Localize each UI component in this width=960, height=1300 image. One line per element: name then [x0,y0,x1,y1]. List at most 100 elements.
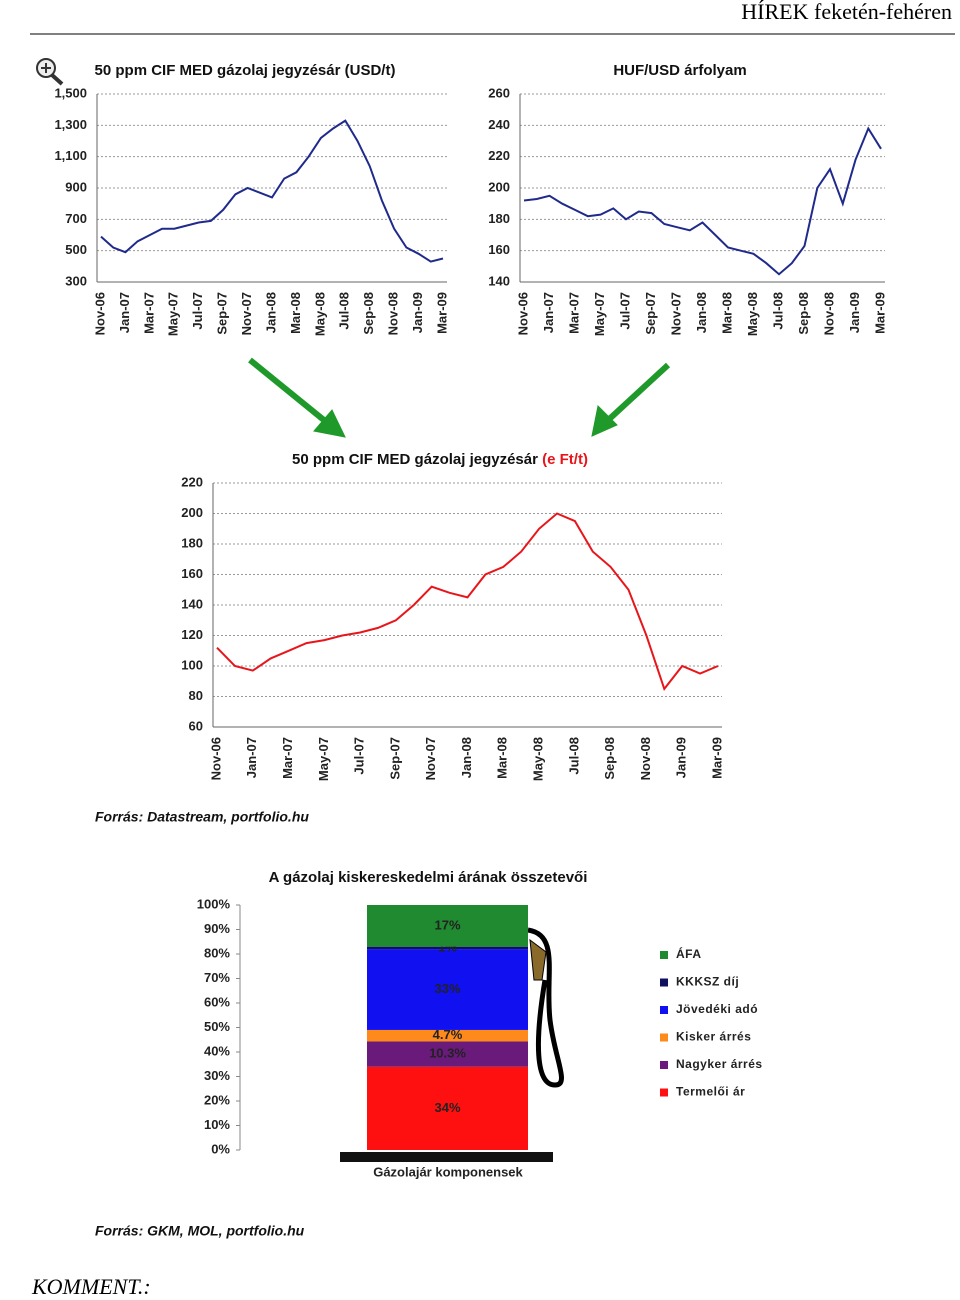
x-tick-label: Jan-08 [459,737,474,778]
x-tick-label: Sep-08 [361,292,376,335]
legend-label: Termelői ár [676,1085,745,1099]
x-tick-label: Jul-08 [770,292,785,330]
x-tick-label: Jul-07 [190,292,205,330]
header-title: HÍREK feketén-fehéren [741,0,952,24]
y-tick-label: 80% [204,945,230,960]
x-tick-label: Sep-08 [796,292,811,335]
x-tick-label: Mar-07 [141,292,156,334]
data-label: 4.7% [433,1027,463,1042]
x-tick-label: Mar-08 [495,737,510,779]
y-tick-label: 220 [488,148,510,163]
legend-swatch [660,1033,668,1042]
data-label: 33% [434,981,460,996]
legend-swatch [660,1006,668,1014]
y-tick-label: 200 [488,179,510,194]
legend-swatch [660,1088,668,1097]
x-tick-label: Mar-07 [566,292,581,334]
y-tick-label: 0% [211,1141,230,1156]
x-tick-label: Sep-08 [602,737,617,780]
legend-label: Nagyker árrés [676,1057,763,1071]
y-tick-label: 1,100 [54,148,87,163]
y-tick-label: 900 [65,179,87,194]
x-tick-label: Nov-07 [423,737,438,780]
y-tick-label: 10% [204,1117,230,1132]
bar-segment [367,946,528,950]
x-tick-label: Sep-07 [643,292,658,335]
x-tick-label: May-08 [745,292,760,336]
y-tick-label: 120 [181,627,203,642]
bar-segment [367,1041,528,1067]
x-tick-label: Nov-06 [208,737,223,780]
x-tick-label: Mar-09 [872,292,887,334]
data-label: 10.3% [429,1046,466,1061]
fuel-nozzle [527,927,564,1088]
y-tick-label: 700 [65,211,87,226]
x-tick-label: May-08 [312,292,327,336]
y-tick-label: 240 [488,117,510,132]
x-tick-label: May-07 [592,292,607,336]
x-tick-label: May-08 [531,737,546,781]
title-text: 50 ppm CIF MED gázolaj jegyzésár [292,451,538,468]
y-tick-label: 220 [181,474,203,489]
x-tick-label: Mar-09 [434,292,449,334]
x-tick-label: Jan-08 [263,292,278,333]
y-tick-label: 100% [197,896,231,911]
y-tick-label: 260 [488,85,510,100]
y-tick-label: 1,300 [54,117,87,132]
data-line [216,512,719,691]
x-tick-label: Nov-08 [638,737,653,780]
y-tick-label: 160 [181,566,203,581]
source-note: Forrás: GKM, MOL, portfolio.hu [95,1223,305,1239]
x-tick-label: Jan-09 [674,737,689,778]
chart-title: 50 ppm CIF MED gázolaj jegyzésár (e Ft/t… [292,451,588,468]
x-tick-label: Sep-07 [215,292,230,335]
x-tick-label: Nov-07 [668,292,683,335]
data-line [100,119,444,263]
source-note: Forrás: Datastream, portfolio.hu [95,809,309,825]
x-tick-label: Nov-08 [821,292,836,335]
x-tick-label: Jan-09 [410,292,425,333]
x-tick-label: Jan-07 [244,737,259,778]
x-tick-label: Mar-08 [288,292,303,334]
data-line [523,126,882,276]
y-tick-label: 300 [65,273,87,288]
y-tick-label: 90% [204,921,230,936]
y-tick-label: 40% [204,1043,230,1058]
legend-label: KKKSZ díj [676,975,739,989]
legend-swatch [660,951,668,959]
y-tick-label: 30% [204,1068,230,1083]
x-tick-label: Nov-06 [515,292,530,335]
bar-segment [367,1029,528,1042]
comment-label: KOMMENT.: [31,1274,151,1299]
legend-swatch [660,1061,668,1069]
y-tick-label: 180 [488,211,510,226]
chart-title: A gázolaj kiskereskedelmi árának összete… [269,869,588,886]
zoom-icon [36,58,64,86]
legend-label: ÁFA [676,946,702,961]
y-tick-label: 180 [181,535,203,550]
bar-segment [367,905,528,947]
y-tick-label: 200 [181,505,203,520]
y-tick-label: 140 [488,273,510,288]
y-tick-label: 60% [204,994,230,1009]
chart-title: HUF/USD árfolyam [613,62,746,79]
chart-title: 50 ppm CIF MED gázolaj jegyzésár (USD/t) [95,62,396,79]
x-tick-label: Nov-07 [239,292,254,335]
x-tick-label: Jul-07 [617,292,632,330]
y-tick-label: 60 [189,718,203,733]
title-note: (e Ft/t) [542,451,588,468]
x-tick-label: Jan-07 [117,292,132,333]
x-tick-label: Sep-07 [387,737,402,780]
bar-segment [367,949,528,1030]
x-tick-label: Jul-07 [352,737,367,775]
legend-label: Jövedéki adó [676,1002,758,1016]
y-tick-label: 160 [488,242,510,257]
x-tick-label: Jan-09 [847,292,862,333]
x-tick-label: May-07 [316,737,331,781]
x-tick-label: Mar-08 [719,292,734,334]
x-tick-label: Jan-08 [694,292,709,333]
y-tick-label: 70% [204,970,230,985]
x-tick-label: Jul-08 [566,737,581,775]
x-tick-label: Nov-06 [92,292,107,335]
x-tick-label: Mar-09 [709,737,724,779]
